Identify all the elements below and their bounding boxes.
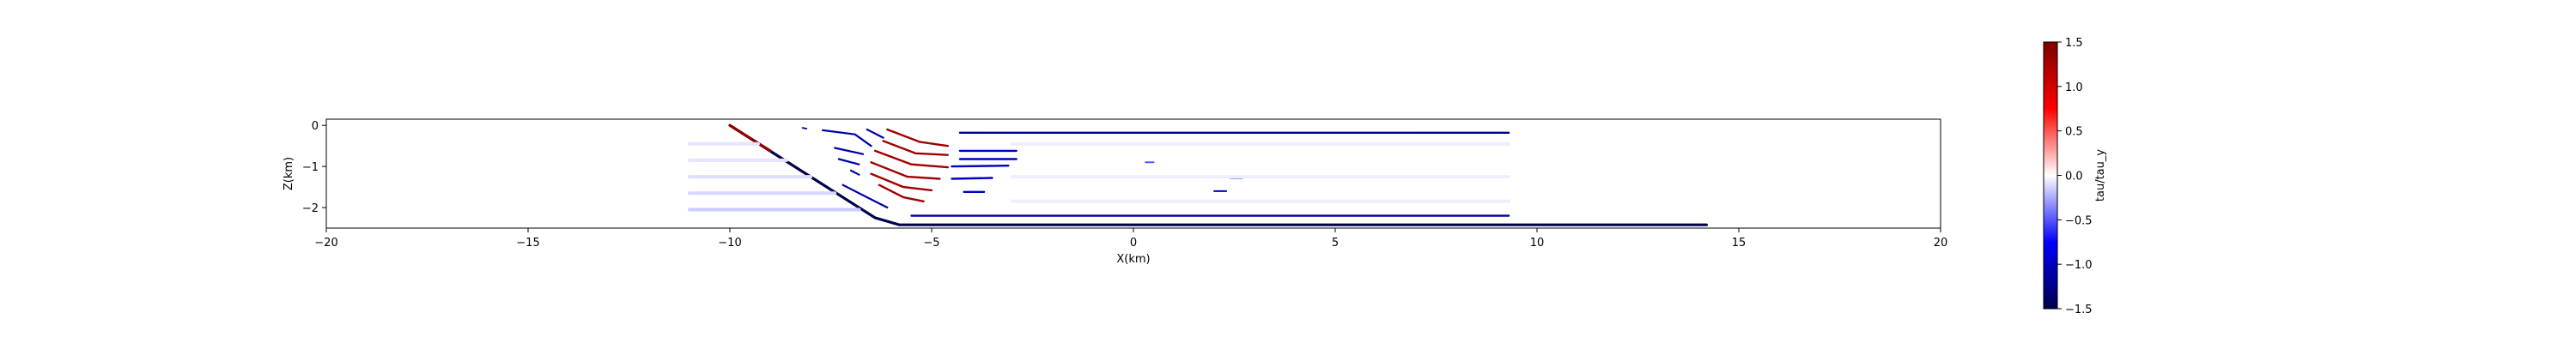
fault-trace-22 [878,184,925,203]
fault-trace-21 [870,172,933,192]
fault-trace-18 [882,140,950,156]
data-marks [688,123,1709,226]
x-tick-label: −15 [516,237,539,250]
x-tick-label: 10 [1530,237,1545,250]
fault-trace-1 [728,123,1709,226]
y-axis-label: Z(km) [283,157,295,190]
colorbar-tick-label: 1.5 [2065,37,2083,50]
y-axis-ticks: 0 −1 −2 [302,120,326,215]
fault-trace-20 [870,161,941,180]
fault-trace-12 [834,147,865,155]
colorbar-tick-label: −1.5 [2065,304,2093,316]
fault-trace-14 [849,169,860,176]
y-tick-label: 0 [312,120,319,133]
x-tick-label: −20 [314,237,337,250]
fault-trace-19 [874,149,950,169]
colorbar: 1.5 1.0 0.5 0.0 −0.5 −1.0 −1.5 [2043,37,2093,316]
plot-frame [325,118,1941,229]
x-tick-label: −10 [718,237,741,250]
x-tick-label: 5 [1332,237,1339,250]
colorbar-tick-label: 0.5 [2065,126,2083,139]
fault-trace-15 [841,184,889,209]
colorbar-gradient [2043,41,2058,310]
x-tick-label: −5 [923,237,939,250]
colorbar-label: tau/tau_y [2094,149,2107,202]
x-axis-label: X(km) [1116,253,1150,266]
fault-trace-16 [801,127,808,129]
colorbar-tick-label: 0.0 [2065,171,2083,184]
fault-trace-8 [951,177,993,180]
fault-trace-2 [728,123,772,153]
y-tick-label: −2 [302,202,319,215]
colorbar-tick-label: −1.0 [2065,259,2093,272]
plot-area [325,118,1941,229]
x-axis-ticks: −20 −15 −10 −5 0 5 10 15 20 [314,228,1947,250]
fault-trace-7 [951,164,1010,168]
x-tick-label: 20 [1934,237,1948,250]
fault-trace-11 [866,128,884,139]
x-tick-label: 15 [1732,237,1747,250]
x-tick-label: 0 [1130,237,1137,250]
y-tick-label: −1 [302,161,319,174]
colorbar-tick-label: −0.5 [2065,214,2093,227]
fault-trace-17 [886,128,950,147]
fault-trace-13 [837,158,860,165]
fault-trace-10 [821,129,872,147]
colorbar-tick-label: 1.0 [2065,81,2083,94]
